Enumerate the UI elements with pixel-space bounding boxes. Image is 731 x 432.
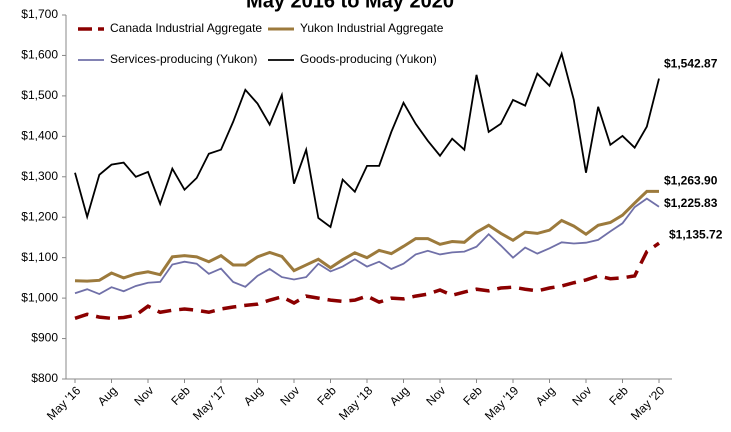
x-tick-label: Aug <box>533 383 558 408</box>
y-tick-label: $1,000 <box>21 290 58 304</box>
series-line <box>74 241 660 321</box>
x-tick-label: Feb <box>606 383 631 408</box>
x-tick-label: Feb <box>314 383 339 408</box>
x-tick-label: May '17 <box>190 383 230 423</box>
chart-title: May 2016 to May 2020 <box>246 0 454 12</box>
y-tick-label: $1,600 <box>21 48 58 62</box>
series-line <box>74 197 660 296</box>
value-label: $1,542.87 <box>664 57 718 71</box>
y-tick-label: $900 <box>31 331 58 345</box>
x-tick-label: Nov <box>277 383 302 408</box>
legend-label: Canada Industrial Aggregate <box>110 21 262 35</box>
x-tick-label: Nov <box>423 383 448 408</box>
x-tick-label: Aug <box>95 383 120 408</box>
x-tick-label: Nov <box>131 383 156 408</box>
y-tick-label: $800 <box>31 371 58 385</box>
x-tick-label: Nov <box>569 383 594 408</box>
x-tick-label: Feb <box>460 383 485 408</box>
x-tick-label: May '20 <box>628 383 668 423</box>
x-tick-label: May '18 <box>336 383 376 423</box>
y-tick-label: $1,300 <box>21 169 58 183</box>
value-label: $1,263.90 <box>664 174 718 188</box>
x-tick-label: May '19 <box>482 383 522 423</box>
legend-label: Services-producing (Yukon) <box>110 52 257 66</box>
x-tick-label: Aug <box>387 383 412 408</box>
x-tick-label: Feb <box>168 383 193 408</box>
series-line <box>74 189 659 283</box>
value-label: $1,135.72 <box>669 227 723 241</box>
y-tick-label: $1,500 <box>21 88 58 102</box>
legend-label: Goods-producing (Yukon) <box>300 52 437 66</box>
series-line <box>74 50 660 229</box>
x-tick-label: May '16 <box>44 383 84 423</box>
y-tick-label: $1,200 <box>21 209 58 223</box>
y-tick-label: $1,700 <box>21 7 58 21</box>
value-label: $1,225.83 <box>664 196 718 210</box>
y-tick-label: $1,400 <box>21 129 58 143</box>
legend-label: Yukon Industrial Aggregate <box>300 21 444 35</box>
y-tick-label: $1,100 <box>21 250 58 264</box>
x-tick-label: Aug <box>241 383 266 408</box>
